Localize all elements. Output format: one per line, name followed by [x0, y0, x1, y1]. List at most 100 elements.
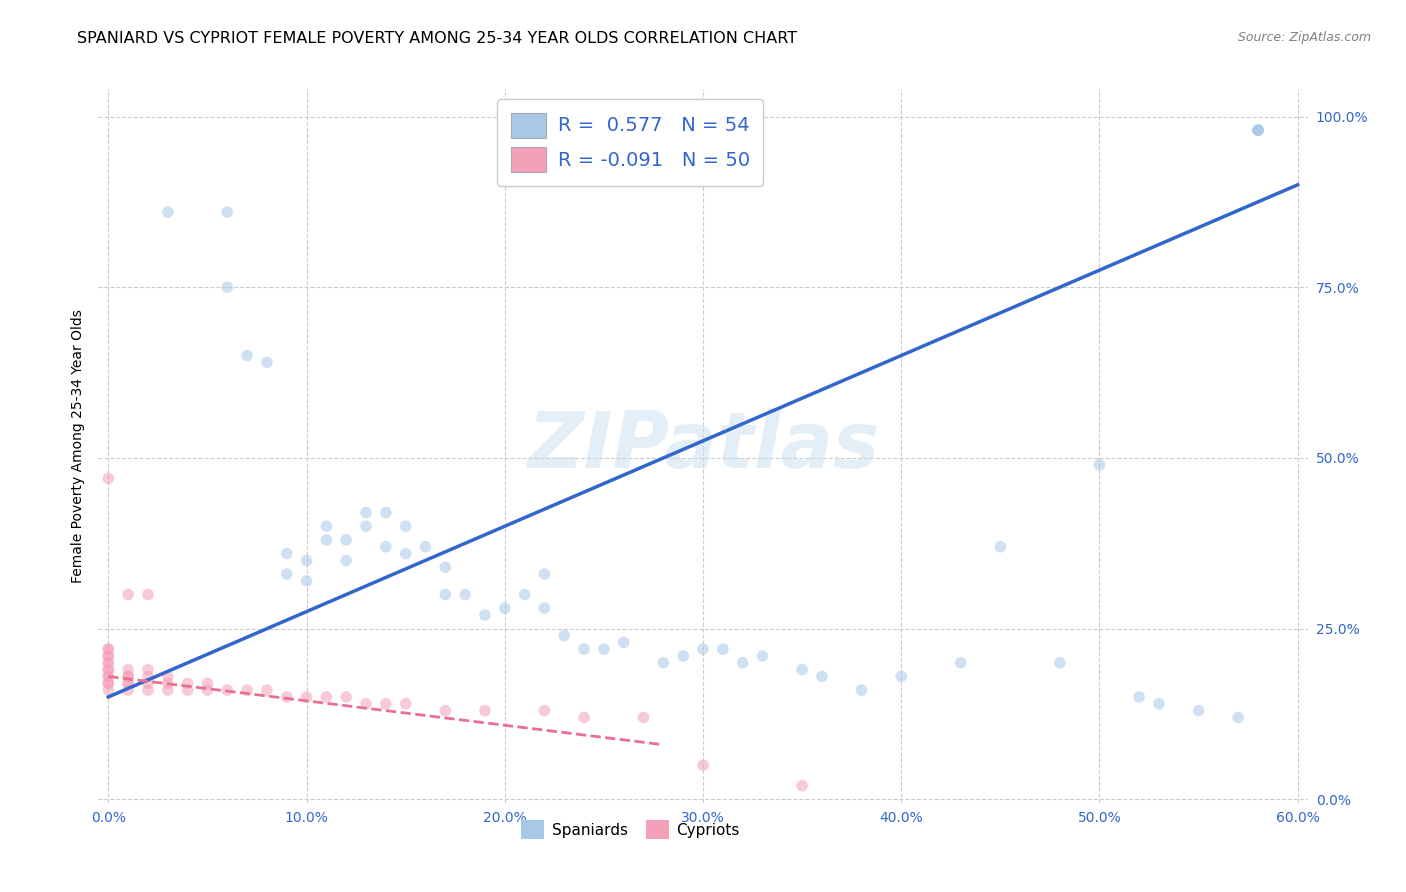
- Point: [295, 690, 318, 704]
- Point: [633, 710, 655, 724]
- Point: [276, 690, 298, 704]
- Point: [374, 697, 396, 711]
- Point: [533, 704, 555, 718]
- Point: [117, 669, 139, 683]
- Point: [335, 690, 357, 704]
- Point: [652, 656, 675, 670]
- Point: [236, 349, 259, 363]
- Point: [97, 676, 120, 690]
- Point: [1227, 710, 1250, 724]
- Point: [434, 588, 457, 602]
- Point: [1049, 656, 1071, 670]
- Point: [692, 758, 714, 772]
- Point: [295, 574, 318, 588]
- Point: [217, 280, 239, 294]
- Point: [315, 533, 337, 547]
- Point: [949, 656, 972, 670]
- Point: [354, 519, 377, 533]
- Point: [354, 697, 377, 711]
- Point: [1247, 123, 1270, 137]
- Point: [97, 669, 120, 683]
- Point: [197, 683, 219, 698]
- Point: [197, 676, 219, 690]
- Point: [395, 519, 418, 533]
- Point: [1088, 458, 1111, 472]
- Point: [97, 683, 120, 698]
- Point: [354, 506, 377, 520]
- Point: [136, 669, 159, 683]
- Text: ZIPatlas: ZIPatlas: [527, 408, 879, 484]
- Point: [1247, 123, 1270, 137]
- Point: [217, 683, 239, 698]
- Point: [97, 642, 120, 657]
- Point: [672, 648, 695, 663]
- Point: [454, 588, 477, 602]
- Point: [572, 710, 595, 724]
- Point: [474, 704, 496, 718]
- Point: [176, 683, 198, 698]
- Point: [136, 663, 159, 677]
- Point: [276, 547, 298, 561]
- Point: [731, 656, 754, 670]
- Point: [335, 533, 357, 547]
- Point: [790, 779, 813, 793]
- Point: [1147, 697, 1170, 711]
- Point: [434, 704, 457, 718]
- Point: [1247, 123, 1270, 137]
- Point: [97, 642, 120, 657]
- Point: [751, 648, 773, 663]
- Point: [374, 506, 396, 520]
- Point: [851, 683, 873, 698]
- Point: [415, 540, 437, 554]
- Point: [692, 642, 714, 657]
- Point: [315, 690, 337, 704]
- Point: [117, 676, 139, 690]
- Point: [117, 663, 139, 677]
- Point: [276, 567, 298, 582]
- Point: [613, 635, 636, 649]
- Point: [117, 669, 139, 683]
- Point: [711, 642, 734, 657]
- Point: [533, 601, 555, 615]
- Point: [136, 676, 159, 690]
- Point: [97, 656, 120, 670]
- Point: [572, 642, 595, 657]
- Point: [374, 540, 396, 554]
- Point: [97, 663, 120, 677]
- Point: [256, 683, 278, 698]
- Point: [890, 669, 912, 683]
- Point: [156, 683, 179, 698]
- Y-axis label: Female Poverty Among 25-34 Year Olds: Female Poverty Among 25-34 Year Olds: [70, 309, 84, 583]
- Point: [1187, 704, 1209, 718]
- Point: [97, 471, 120, 485]
- Point: [315, 519, 337, 533]
- Point: [156, 205, 179, 219]
- Point: [117, 683, 139, 698]
- Point: [217, 205, 239, 219]
- Point: [335, 553, 357, 567]
- Point: [533, 567, 555, 582]
- Text: Source: ZipAtlas.com: Source: ZipAtlas.com: [1237, 31, 1371, 45]
- Point: [494, 601, 516, 615]
- Point: [988, 540, 1011, 554]
- Point: [474, 607, 496, 622]
- Point: [434, 560, 457, 574]
- Point: [553, 628, 575, 642]
- Point: [97, 648, 120, 663]
- Point: [295, 553, 318, 567]
- Point: [117, 676, 139, 690]
- Point: [117, 588, 139, 602]
- Point: [256, 355, 278, 369]
- Point: [395, 697, 418, 711]
- Text: SPANIARD VS CYPRIOT FEMALE POVERTY AMONG 25-34 YEAR OLDS CORRELATION CHART: SPANIARD VS CYPRIOT FEMALE POVERTY AMONG…: [77, 31, 797, 46]
- Point: [1128, 690, 1150, 704]
- Point: [513, 588, 536, 602]
- Point: [136, 588, 159, 602]
- Point: [236, 683, 259, 698]
- Point: [156, 669, 179, 683]
- Point: [176, 676, 198, 690]
- Point: [156, 676, 179, 690]
- Point: [593, 642, 616, 657]
- Point: [811, 669, 834, 683]
- Point: [97, 648, 120, 663]
